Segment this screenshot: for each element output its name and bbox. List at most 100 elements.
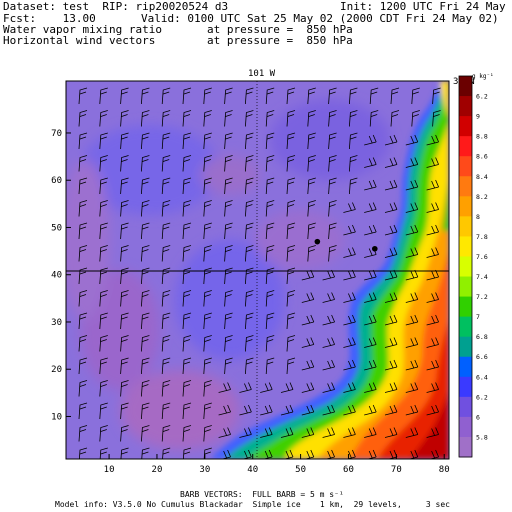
wind-barb	[99, 267, 108, 285]
wind-barb	[384, 404, 398, 416]
wind-barb	[239, 382, 252, 393]
wind-barb	[120, 425, 129, 442]
units-label: g kg⁻¹	[472, 73, 494, 80]
wind-barb	[141, 177, 150, 195]
wind-barb	[161, 110, 171, 127]
wind-barb	[182, 155, 192, 172]
y-tick-label: 50	[51, 223, 62, 233]
y-tick-label: 30	[51, 318, 62, 328]
wind-barb	[99, 425, 108, 442]
wind-barb	[349, 177, 358, 195]
wind-barb	[328, 155, 337, 172]
wind-barb	[245, 200, 254, 217]
wind-barb	[120, 312, 129, 330]
wind-barb	[286, 87, 296, 105]
wind-barb	[328, 110, 337, 127]
wind-barb	[120, 380, 129, 397]
wind-barb	[141, 245, 150, 262]
wind-barb	[78, 200, 88, 217]
wind-barb	[224, 312, 233, 330]
wind-barb	[141, 110, 150, 127]
wind-barb	[364, 314, 377, 326]
wind-barb	[364, 404, 377, 416]
wind-barb	[301, 337, 315, 348]
wind-barb	[245, 110, 254, 127]
wind-barb	[203, 222, 212, 240]
wind-barb	[286, 245, 296, 262]
legend-value: 7	[476, 313, 480, 321]
wind-barb	[78, 177, 88, 195]
wind-barb	[161, 177, 171, 195]
legend-swatch	[459, 336, 472, 358]
legend-value: 8.4	[476, 173, 488, 181]
wind-barb	[426, 427, 439, 438]
wind-barb	[369, 87, 379, 105]
wind-barb	[301, 292, 315, 303]
wind-barb	[265, 132, 275, 150]
legend-swatch	[459, 316, 472, 338]
wind-barb	[224, 110, 233, 127]
wind-barb	[120, 447, 129, 459]
wind-barb	[426, 247, 439, 258]
x-tick-label: 70	[391, 465, 402, 475]
wind-barb	[364, 224, 377, 236]
wind-barb	[218, 404, 231, 416]
wind-barb	[260, 382, 273, 393]
wind-barb	[78, 425, 88, 442]
wind-barb	[307, 222, 316, 240]
wind-barbs	[78, 87, 441, 459]
wind-barb	[322, 337, 335, 348]
wind-barb	[286, 222, 296, 240]
wind-barb	[286, 312, 296, 330]
wind-barb	[120, 110, 129, 127]
wind-barb	[99, 177, 108, 195]
wind-barb	[245, 222, 254, 240]
wind-barb	[203, 380, 212, 397]
wind-barb	[203, 110, 212, 127]
legend-value: 8	[476, 213, 480, 221]
legend-value: 6.4	[476, 373, 488, 381]
wind-barb	[161, 245, 171, 262]
wind-barb	[182, 335, 192, 352]
wind-barb	[182, 132, 192, 150]
wind-barb	[343, 292, 356, 303]
wind-barb	[328, 177, 337, 195]
wind-barb	[405, 202, 419, 213]
wind-barb	[364, 179, 377, 191]
wind-barb	[384, 382, 398, 393]
legend-swatch	[459, 136, 472, 157]
wind-barb	[161, 132, 171, 150]
wind-barb	[78, 447, 88, 459]
wind-barb	[265, 312, 275, 330]
wind-barb	[328, 132, 337, 150]
wind-barb	[405, 404, 419, 416]
wind-barb	[364, 292, 377, 303]
wind-barb	[280, 382, 294, 393]
wind-barb	[286, 290, 296, 307]
wind-barb	[161, 200, 171, 217]
wind-barb	[405, 337, 419, 348]
legend-value: 9	[476, 113, 480, 121]
wind-barb	[426, 292, 439, 303]
legend-value: 7.6	[476, 253, 488, 261]
wind-barb	[78, 267, 88, 285]
wind-barb	[99, 245, 108, 262]
wind-barb	[426, 134, 439, 146]
wind-barb	[161, 87, 171, 105]
wind-barb	[182, 245, 192, 262]
wind-barb	[245, 290, 254, 307]
color-legend: 6.2 9 8.8 8.6 8.4 8.2 8 7.8 7.6 7.4 7.2 7 6.8 6.6 6.4 6…	[458, 75, 488, 458]
wind-barb	[280, 404, 294, 416]
wind-barb	[224, 222, 233, 240]
wind-barb	[120, 290, 129, 307]
wind-barb	[203, 402, 212, 420]
legend-swatch	[459, 156, 472, 177]
wind-barb	[411, 110, 420, 127]
wind-barb	[307, 177, 316, 195]
wind-barb	[286, 110, 296, 127]
wind-barb	[432, 87, 441, 105]
wind-barb	[384, 359, 398, 371]
wind-barb	[141, 357, 150, 375]
wind-barb	[265, 87, 275, 105]
wind-barb	[301, 427, 315, 438]
